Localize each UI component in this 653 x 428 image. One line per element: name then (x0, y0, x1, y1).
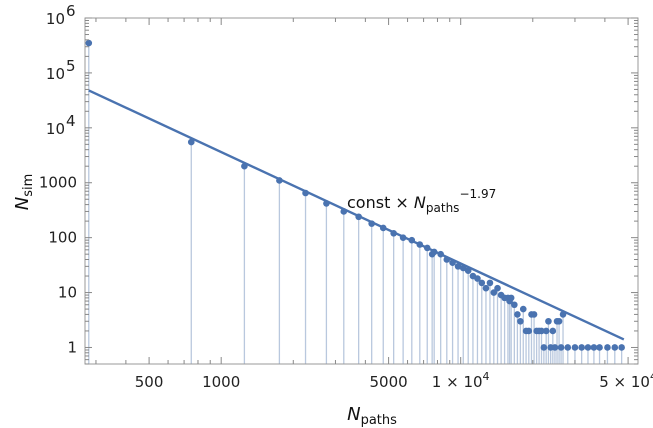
x-axis-label-sub: paths (361, 413, 398, 428)
x-tick-label-exp: 4 (483, 370, 490, 383)
data-point (276, 177, 283, 184)
data-point (596, 344, 603, 351)
data-point (590, 344, 598, 351)
data-point (514, 311, 521, 318)
data-point (368, 220, 375, 227)
x-tick-label-exp: 4 (650, 370, 653, 383)
data-point (611, 344, 619, 351)
data-point (525, 327, 533, 335)
y-tick-label: 10 (46, 10, 65, 28)
y-tick-label: 1000 (39, 174, 77, 192)
x-axis-label: Npaths (347, 404, 397, 428)
fit-annotation-sub: paths (426, 201, 460, 215)
y-tick-label: 100 (48, 229, 77, 247)
data-point (241, 162, 248, 170)
x-tick-label-base: 5 × 10 (599, 373, 650, 391)
data-point (538, 327, 545, 335)
data-point (459, 264, 467, 272)
data-point (449, 259, 456, 266)
x-axis-ticks (95, 18, 629, 364)
data-point (486, 279, 494, 287)
data-point (408, 236, 416, 244)
x-tick-label: 500 (135, 373, 164, 391)
data-point (571, 344, 579, 351)
data-point (443, 256, 451, 263)
y-tick-label: 10 (58, 284, 77, 302)
x-tick-label-base: 1 × 10 (432, 373, 483, 391)
data-point (584, 344, 592, 351)
x-tick-label-base: 5000 (369, 373, 407, 391)
y-axis-ticks (85, 17, 638, 365)
data-point (187, 138, 195, 146)
data-point (578, 344, 585, 351)
x-tick-label: 1 × 104 (432, 370, 490, 391)
x-tick-label: 5 × 104 (599, 370, 653, 391)
data-point (340, 208, 348, 215)
data-point (549, 327, 557, 335)
data-point (540, 344, 548, 351)
data-point (511, 301, 518, 309)
fit-annotation-base: N (414, 193, 426, 212)
point-group (85, 39, 625, 351)
data-point (416, 241, 424, 248)
y-tick-label: 10 (46, 65, 65, 83)
y-tick-label-exp: 5 (66, 57, 76, 75)
y-axis-label-sub: sim (21, 174, 36, 197)
y-axis-label: Nsim (12, 174, 36, 211)
y-axis-label-base: N (12, 197, 33, 210)
data-point (302, 189, 309, 197)
data-point (85, 39, 93, 47)
x-axis-label-base: N (347, 404, 360, 425)
data-point (474, 275, 481, 282)
data-point (454, 263, 462, 270)
fit-annotation-exp: −1.97 (459, 187, 496, 201)
data-point (564, 344, 572, 351)
x-tick-label-base: 1000 (202, 373, 240, 391)
data-point (464, 267, 472, 275)
data-point (437, 250, 444, 258)
data-point (557, 344, 565, 351)
data-point (430, 248, 438, 256)
data-point (604, 344, 611, 351)
data-point (323, 200, 330, 207)
data-point (494, 284, 501, 292)
y-tick-label: 10 (46, 120, 65, 138)
data-point (542, 327, 550, 335)
fit-annotation-prefix: const × (347, 193, 414, 212)
x-tick-label-base: 500 (135, 373, 164, 391)
x-tick-label: 1000 (202, 373, 240, 391)
data-point (517, 317, 524, 325)
data-point (399, 234, 407, 241)
fit-annotation: const × Npaths−1.97 (347, 187, 496, 215)
data-point (555, 317, 563, 325)
data-point (618, 344, 625, 351)
data-point (490, 289, 498, 296)
y-tick-label: 1 (67, 338, 77, 356)
data-point (482, 284, 490, 292)
x-tick-label: 5000 (369, 373, 407, 391)
data-point (545, 317, 552, 325)
y-tick-label-base: 10 (46, 10, 65, 28)
data-point (355, 213, 362, 221)
data-point (530, 311, 538, 318)
data-point (519, 305, 527, 313)
data-point (478, 279, 486, 287)
y-tick-label-base: 10 (46, 120, 65, 138)
data-point (507, 294, 515, 302)
y-tick-label-base: 10 (46, 65, 65, 83)
data-point (423, 244, 431, 252)
y-tick-label-exp: 4 (66, 112, 76, 130)
data-point (390, 229, 397, 237)
y-tick-label-exp: 6 (66, 2, 76, 20)
data-point (559, 311, 567, 318)
data-point (379, 224, 387, 232)
data-point (551, 344, 559, 351)
